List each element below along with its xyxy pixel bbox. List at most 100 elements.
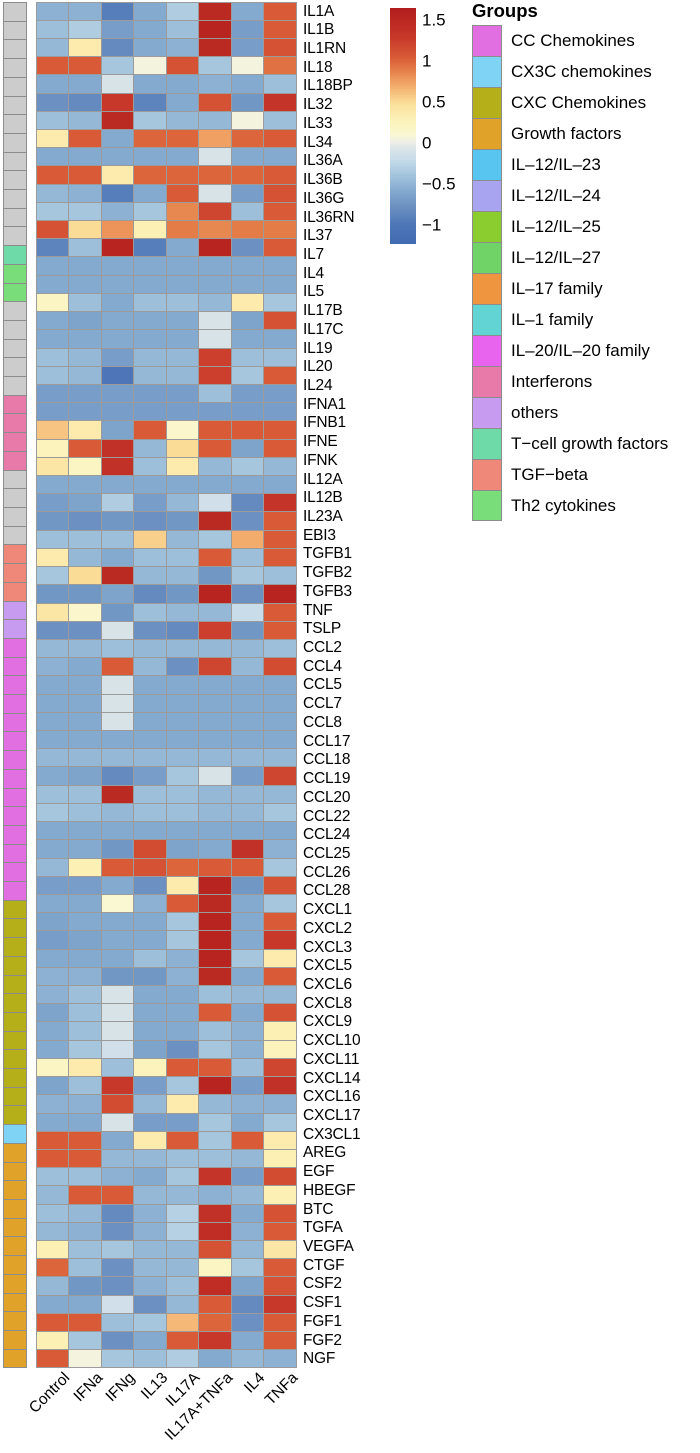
heatmap-cell	[263, 784, 297, 804]
heatmap-cell	[263, 329, 297, 349]
legend-item: Interferons	[472, 365, 700, 397]
row-group-swatch	[3, 1049, 27, 1069]
heatmap-cell	[263, 1331, 297, 1351]
heatmap-cell	[100, 1130, 134, 1150]
colorbar-segment	[390, 63, 416, 66]
heatmap-cell	[263, 1148, 297, 1169]
heatmap-cell	[198, 1003, 232, 1023]
heatmap-cell	[165, 1312, 199, 1333]
heatmap-cell	[230, 584, 264, 604]
row-label: IFNB1	[303, 414, 346, 432]
heatmap-cell	[68, 584, 102, 604]
row-group-swatch	[3, 76, 27, 96]
heatmap-cell	[35, 456, 69, 477]
heatmap-cell	[230, 1258, 264, 1278]
colorbar-segment	[390, 214, 416, 217]
heatmap-cell	[263, 1240, 297, 1260]
heatmap-cell	[263, 711, 297, 732]
colorbar-segment	[390, 208, 416, 211]
heatmap-cell	[68, 1349, 102, 1369]
colorbar-segment	[390, 39, 416, 42]
heatmap-cell	[230, 475, 264, 495]
heatmap-cell	[100, 638, 134, 659]
colorbar-segment	[390, 69, 416, 71]
colorbar-segment	[390, 157, 416, 160]
heatmap-cell	[100, 711, 134, 732]
heatmap-cell	[230, 602, 264, 622]
colorbar-segment	[390, 183, 416, 186]
row-group-swatch	[3, 993, 27, 1012]
heatmap-cell	[198, 128, 232, 149]
heatmap-cell	[68, 56, 102, 76]
legend-items: CC Chemokines CX3C chemokines CXC Chemokin…	[472, 24, 700, 521]
heatmap-cell	[263, 147, 297, 167]
heatmap-cell	[68, 238, 102, 258]
heatmap-cell	[133, 1276, 167, 1296]
colorbar-segment	[390, 161, 416, 164]
row-group-swatch	[3, 806, 27, 825]
heatmap-cell	[68, 821, 102, 841]
row-label: IL5	[303, 283, 324, 301]
colorbar-segment	[390, 228, 416, 231]
row-label: CXCL8	[303, 994, 352, 1012]
heatmap-cell	[165, 1094, 199, 1114]
colorbar-segment	[390, 112, 416, 115]
row-label: CCL5	[303, 676, 342, 694]
legend-swatch	[472, 427, 502, 459]
row-group-swatch	[3, 881, 27, 900]
heatmap-cell	[35, 56, 69, 76]
heatmap-cell	[263, 893, 297, 914]
heatmap-cell	[100, 1167, 134, 1187]
colorbar-segment	[390, 193, 416, 196]
heatmap-cell	[100, 948, 134, 968]
colorbar-segment	[390, 147, 416, 150]
colorbar-segment	[390, 222, 416, 225]
heatmap-cell	[230, 56, 264, 76]
heatmap-cell	[263, 802, 297, 823]
heatmap-cell	[198, 220, 232, 240]
heatmap-cell	[68, 802, 102, 823]
legend-label: CC Chemokines	[511, 30, 635, 50]
heatmap-cell	[100, 693, 134, 713]
heatmap-cell	[165, 74, 199, 94]
heatmap-cell	[230, 1185, 264, 1205]
heatmap-cell	[35, 1240, 69, 1260]
heatmap-cell	[100, 1294, 134, 1314]
heatmap-cell	[100, 220, 134, 240]
heatmap-cell	[230, 857, 264, 877]
colorbar-segment	[390, 240, 416, 243]
heatmap-cell	[198, 1203, 232, 1223]
heatmap-cell	[68, 292, 102, 313]
heatmap-cell	[68, 547, 102, 568]
heatmap-cell	[263, 274, 297, 294]
legend-label: T−cell growth factors	[511, 433, 669, 453]
heatmap-cell	[165, 1240, 199, 1260]
heatmap-cell	[35, 1112, 69, 1132]
heatmap-cell	[100, 1094, 134, 1114]
heatmap-cell	[68, 912, 102, 932]
heatmap-cell	[263, 347, 297, 367]
heatmap-cell	[263, 493, 297, 513]
colorbar-segment	[390, 82, 416, 85]
heatmap-cell	[68, 1276, 102, 1296]
row-group-swatch	[3, 469, 27, 489]
colorbar-segment	[390, 13, 416, 16]
row-label: IL36A	[303, 152, 343, 170]
heatmap-cell	[263, 92, 297, 112]
legend-swatch	[472, 241, 502, 273]
heatmap-cell	[198, 147, 232, 167]
legend-item: CC Chemokines	[472, 24, 700, 56]
legend-item: IL‒12/IL‒24	[472, 179, 700, 211]
heatmap-cell	[198, 912, 232, 932]
heatmap-cell	[133, 329, 167, 349]
heatmap-cell	[100, 1221, 134, 1241]
heatmap-cell	[133, 839, 167, 859]
heatmap-cell	[68, 839, 102, 859]
column-label: TNFa	[261, 1369, 301, 1409]
heatmap-cell	[133, 1294, 167, 1314]
colorbar-segment	[390, 71, 416, 73]
heatmap-cell	[35, 547, 69, 568]
legend-label: Growth factors	[511, 123, 622, 143]
heatmap-cell	[100, 875, 134, 895]
heatmap-cell	[68, 620, 102, 640]
